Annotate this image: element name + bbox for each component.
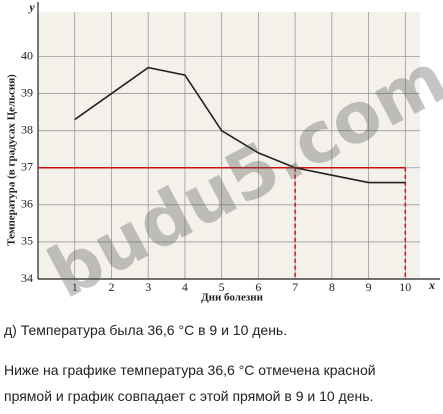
y-tick-label: 35: [21, 234, 33, 248]
x-tick-label: 7: [292, 280, 298, 294]
answer: д) Температура была 36,6 °С в 9 и 10 ден…: [4, 322, 288, 338]
y-tick-label: 37: [21, 160, 33, 174]
y-label: Температура (в градусах Цельсия): [6, 74, 18, 246]
x-tick-label: 10: [399, 280, 411, 294]
x-tick-label: 4: [182, 280, 188, 294]
y-tick-label: 38: [21, 122, 33, 136]
x-tick-label: 8: [329, 280, 335, 294]
x-tick-label: 6: [255, 280, 261, 294]
y-tick-label: 40: [21, 48, 33, 62]
line-series: [74, 66, 406, 184]
explanation-line: прямой и график совпадает с этой прямой …: [4, 388, 374, 404]
x-tick-label: 2: [108, 280, 114, 294]
x-tick-label: 3: [145, 280, 151, 294]
x-tick-label: 5: [219, 280, 225, 294]
x-label: Дни болезни: [201, 292, 264, 304]
explanation-line: Ниже на графике температура 36,6 °С отме…: [4, 362, 376, 378]
x-axis-name: x: [428, 278, 435, 292]
y-tick-label: 39: [21, 85, 33, 99]
chart: Дни болезни Температура (в градусах Цель…: [6, 0, 443, 310]
x-tick-label: 1: [72, 280, 78, 294]
y-axis-name: y: [27, 0, 35, 14]
y-tick-label: 36: [21, 197, 33, 211]
y-tick-label: 34: [21, 271, 33, 285]
x-tick-label: 9: [366, 280, 372, 294]
